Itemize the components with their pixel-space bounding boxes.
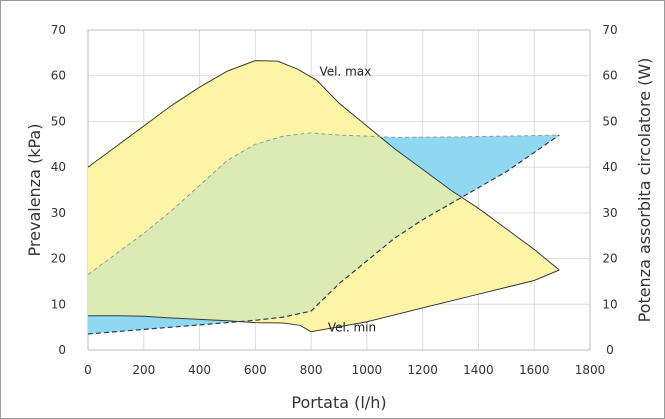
y-tick-label: 20 xyxy=(51,252,66,266)
y2-tick-label: 10 xyxy=(602,297,617,311)
head-max-line xyxy=(87,60,560,271)
x-tick-label: 1800 xyxy=(575,363,606,377)
y-tick-label: 30 xyxy=(51,206,66,220)
x-axis-title: Portata (l/h) xyxy=(291,393,386,412)
x-tick-label: 400 xyxy=(188,363,211,377)
y2-tick-label: 0 xyxy=(606,343,614,357)
y-tick-label: 0 xyxy=(58,343,66,357)
x-tick-label: 1000 xyxy=(352,363,383,377)
y2-tick-label: 50 xyxy=(602,114,617,128)
head-min-line xyxy=(88,269,560,333)
y-tick-label: 10 xyxy=(51,297,66,311)
y2-axis-title: Potenza assorbita circolatore (W) xyxy=(635,58,654,323)
y2-tick-label: 30 xyxy=(602,206,617,220)
y-tick-label: 70 xyxy=(51,23,66,37)
y-tick-label: 60 xyxy=(51,69,66,83)
y-tick-label: 50 xyxy=(51,114,66,128)
annotation-vel-min: Vel. min xyxy=(328,321,376,335)
x-tick-label: 800 xyxy=(300,363,323,377)
power-min-line xyxy=(87,134,560,335)
x-tick-label: 0 xyxy=(84,363,92,377)
y2-tick-label: 40 xyxy=(602,160,617,174)
ticks: 0 200 400 600 800 1000 1200 1400 1600 18000102030… xyxy=(51,23,618,377)
y-axis-title: Prevalenza (kPa) xyxy=(25,124,44,257)
x-tick-label: 1600 xyxy=(519,363,550,377)
y2-tick-label: 20 xyxy=(602,252,617,266)
area-layer xyxy=(88,60,560,334)
x-tick-label: 1400 xyxy=(463,363,494,377)
y-tick-label: 40 xyxy=(51,160,66,174)
annotation-vel-max: Vel. max xyxy=(319,65,371,79)
y2-tick-label: 70 xyxy=(602,23,617,37)
x-tick-label: 1200 xyxy=(407,363,438,377)
x-tick-label: 600 xyxy=(244,363,267,377)
y2-tick-label: 60 xyxy=(602,69,617,83)
line-layer xyxy=(87,60,560,335)
x-tick-label: 200 xyxy=(132,363,155,377)
power-max-line xyxy=(87,132,560,276)
